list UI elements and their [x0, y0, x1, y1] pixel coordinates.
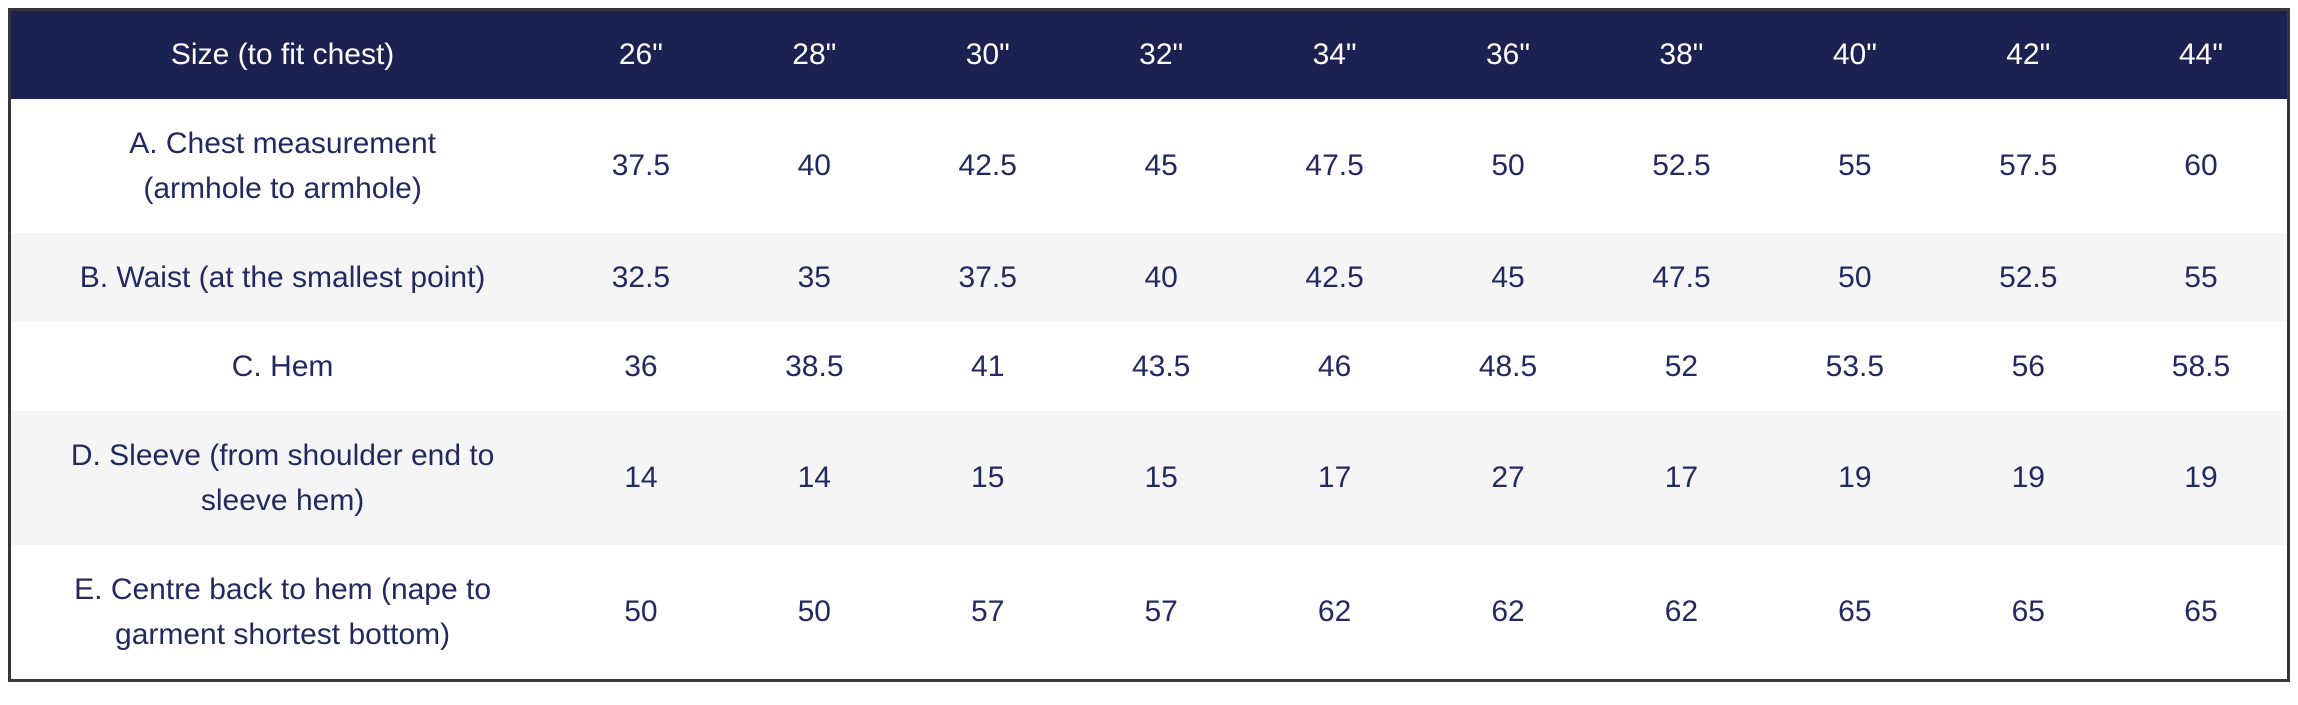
table-cell: 27 — [1491, 461, 1525, 494]
table-cell: 15 — [1144, 461, 1178, 494]
table-cell: 17 — [1664, 461, 1699, 494]
row-label-sleeve: D. Sleeve (from shoulder end to sleeve h… — [70, 438, 495, 517]
table-cell: 53.5 — [1825, 349, 1885, 383]
table-cell: 19 — [2184, 461, 2218, 494]
table-cell: 32.5 — [611, 260, 671, 294]
header-cell-size-28: 28" — [727, 9, 902, 99]
table-cell: 62 — [1317, 595, 1352, 628]
table-row-chest: A. Chest measurement (armhole to armhole… — [9, 98, 2289, 233]
table-cell: 36 — [624, 349, 658, 383]
table-cell: 62 — [1491, 595, 1525, 628]
header-cell-size-44: 44" — [2114, 9, 2289, 99]
table-cell: 65 — [2184, 595, 2218, 628]
header-cell-size-32: 32" — [1074, 9, 1248, 99]
table-cell: 40 — [1144, 260, 1178, 294]
table-row-centre-back: E. Centre back to hem (nape to garment s… — [9, 544, 2289, 680]
table-cell: 57 — [971, 595, 1005, 628]
table-cell: 14 — [797, 461, 831, 494]
table-cell: 40 — [797, 149, 831, 182]
row-label-hem: C. Hem — [231, 349, 334, 383]
table-cell: 50 — [1838, 260, 1872, 294]
header-cell-size-26: 26" — [554, 9, 728, 99]
table-cell: 17 — [1317, 461, 1352, 494]
table-cell: 55 — [2184, 260, 2218, 294]
size-table: Size (to fit chest) 26" 28" 30" 32" 34" … — [8, 8, 2290, 682]
table-cell: 58.5 — [2171, 349, 2231, 383]
table-cell: 19 — [1838, 461, 1872, 494]
size-chart: Size (to fit chest) 26" 28" 30" 32" 34" … — [8, 8, 2290, 682]
table-row-sleeve: D. Sleeve (from shoulder end to sleeve h… — [9, 410, 2289, 545]
table-cell: 47.5 — [1305, 149, 1364, 182]
header-cell-size-36: 36" — [1421, 9, 1595, 99]
table-cell: 62 — [1664, 595, 1699, 628]
table-cell: 47.5 — [1652, 260, 1711, 294]
table-cell: 45 — [1491, 260, 1525, 294]
row-label-chest: A. Chest measurement (armhole to armhole… — [129, 126, 436, 205]
row-label-waist: B. Waist (at the smallest point) — [79, 260, 486, 294]
header-cell-size-40: 40" — [1768, 9, 1942, 99]
table-row-hem: C. Hem 36 38.5 41 43.5 46 48.5 52 53.5 5… — [9, 321, 2289, 411]
table-cell: 60 — [2184, 149, 2218, 182]
table-cell: 52.5 — [1999, 260, 2058, 294]
header-cell-size-label: Size (to fit chest) — [9, 9, 555, 99]
table-cell: 42.5 — [958, 149, 1017, 182]
header-cell-size-34: 34" — [1247, 9, 1422, 99]
table-cell: 48.5 — [1478, 349, 1538, 383]
header-cell-size-30: 30" — [901, 9, 1075, 99]
table-cell: 35 — [797, 260, 831, 294]
table-row-waist: B. Waist (at the smallest point) 32.5 35… — [9, 232, 2289, 322]
table-cell: 38.5 — [785, 349, 844, 383]
table-cell: 42.5 — [1305, 260, 1364, 294]
table-cell: 65 — [1838, 595, 1872, 628]
table-cell: 15 — [971, 461, 1005, 494]
table-cell: 50 — [797, 595, 831, 628]
table-cell: 50 — [1491, 149, 1525, 182]
table-cell: 56 — [2011, 349, 2045, 383]
table-cell: 52.5 — [1652, 149, 1711, 182]
table-cell: 55 — [1838, 149, 1872, 182]
table-cell: 57.5 — [1999, 149, 2058, 182]
table-cell: 14 — [624, 461, 658, 494]
table-cell: 65 — [2011, 595, 2045, 628]
table-cell: 57 — [1144, 595, 1178, 628]
table-cell: 37.5 — [611, 149, 671, 182]
table-cell: 46 — [1317, 349, 1352, 383]
header-cell-size-38: 38" — [1594, 9, 1769, 99]
table-cell: 50 — [624, 595, 658, 628]
table-cell: 52 — [1664, 349, 1699, 383]
table-cell: 41 — [971, 349, 1005, 383]
table-cell: 45 — [1144, 149, 1178, 182]
table-cell: 37.5 — [958, 260, 1017, 294]
row-label-centre-back: E. Centre back to hem (nape to garment s… — [74, 572, 492, 651]
header-cell-size-42: 42" — [1941, 9, 2115, 99]
table-cell: 43.5 — [1131, 349, 1191, 383]
header-row: Size (to fit chest) 26" 28" 30" 32" 34" … — [9, 9, 2289, 99]
table-cell: 19 — [2011, 461, 2045, 494]
